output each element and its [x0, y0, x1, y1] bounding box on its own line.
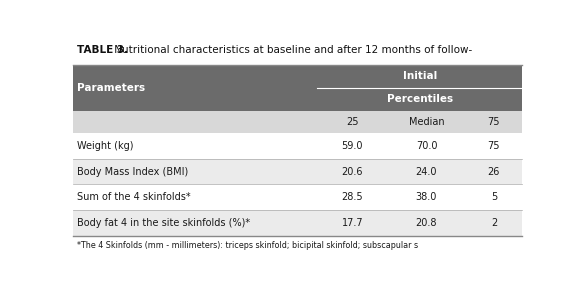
Text: 75: 75: [488, 117, 500, 127]
Text: Median: Median: [409, 117, 444, 127]
Text: 59.0: 59.0: [342, 141, 363, 151]
Bar: [72, 184, 522, 210]
Bar: [72, 111, 522, 133]
Bar: [72, 236, 522, 255]
Text: 17.7: 17.7: [342, 218, 363, 228]
Text: Parameters: Parameters: [77, 83, 145, 93]
Text: Body fat 4 in the site skinfolds (%)*: Body fat 4 in the site skinfolds (%)*: [77, 218, 250, 228]
Text: 26: 26: [488, 166, 500, 177]
Text: 25: 25: [346, 117, 358, 127]
Text: Weight (kg): Weight (kg): [77, 141, 133, 151]
Text: 2: 2: [491, 218, 497, 228]
Text: 75: 75: [488, 141, 500, 151]
Text: *The 4 Skinfolds (mm - millimeters): triceps skinfold; bicipital skinfold; subsc: *The 4 Skinfolds (mm - millimeters): tri…: [77, 241, 418, 250]
Text: TABLE 3.: TABLE 3.: [77, 45, 128, 55]
Text: 20.8: 20.8: [416, 218, 437, 228]
Bar: [72, 133, 522, 159]
Bar: [72, 159, 522, 184]
Text: Percentiles: Percentiles: [387, 94, 453, 104]
Text: 28.5: 28.5: [342, 192, 363, 202]
Text: 38.0: 38.0: [416, 192, 437, 202]
Text: Sum of the 4 skinfolds*: Sum of the 4 skinfolds*: [77, 192, 191, 202]
Text: 5: 5: [491, 192, 497, 202]
Bar: [72, 35, 522, 65]
Text: Nutritional characteristics at baseline and after 12 months of follow-: Nutritional characteristics at baseline …: [111, 45, 472, 55]
Text: 20.6: 20.6: [342, 166, 363, 177]
Text: 70.0: 70.0: [416, 141, 437, 151]
Text: 24.0: 24.0: [416, 166, 437, 177]
Bar: [72, 65, 522, 111]
Text: Body Mass Index (BMI): Body Mass Index (BMI): [77, 166, 188, 177]
Text: Initial: Initial: [403, 71, 437, 81]
Bar: [72, 210, 522, 236]
